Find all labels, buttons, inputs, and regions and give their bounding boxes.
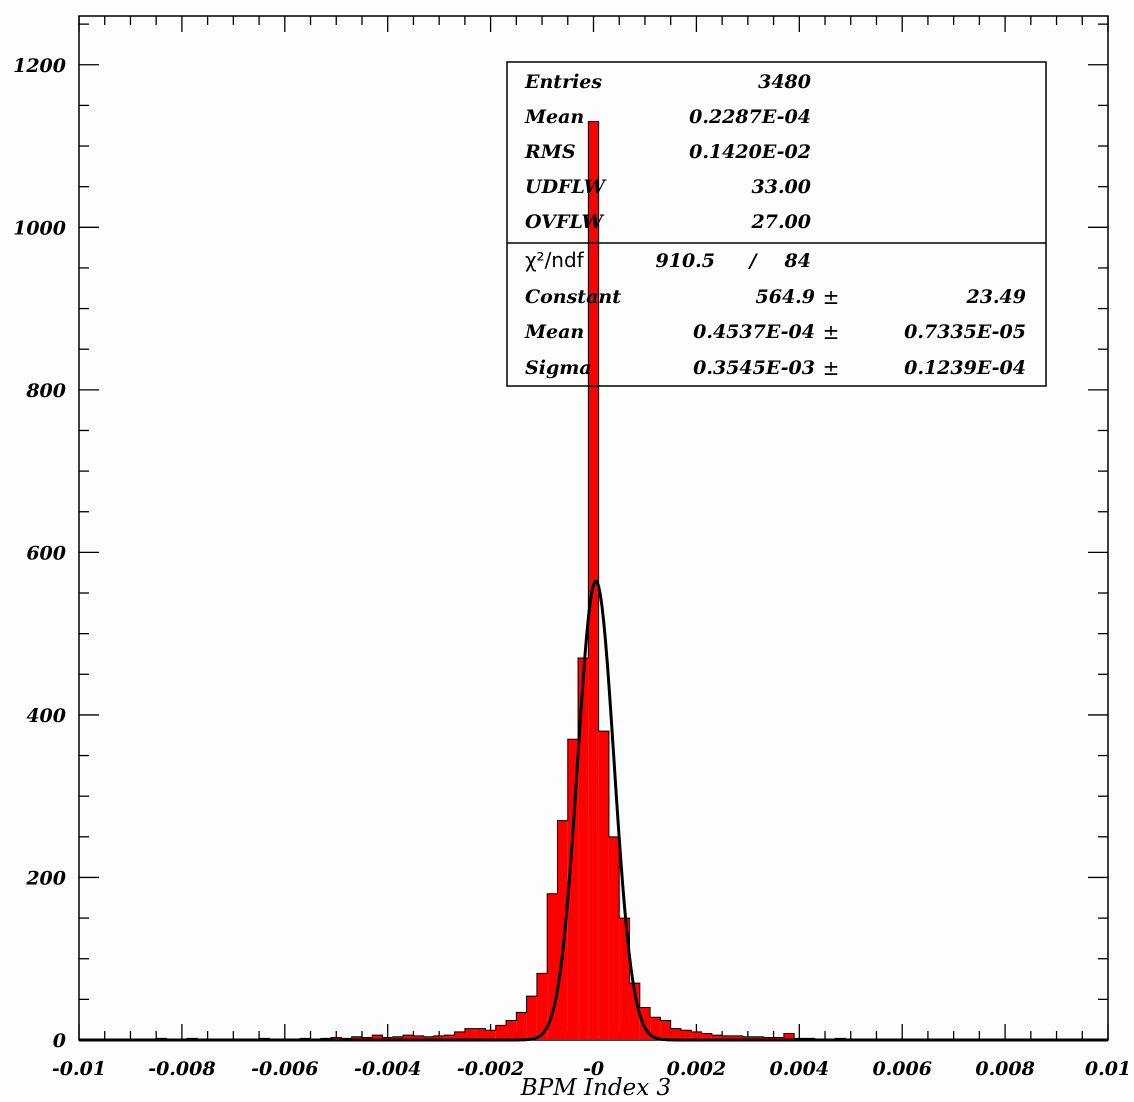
histogram-bar	[680, 1030, 692, 1040]
gaussian-fit-curve	[79, 579, 1108, 1042]
fit-value-mean: 0.4537E-04	[693, 321, 815, 343]
stat-value-udflw: 33.00	[752, 176, 812, 198]
histogram-bar	[619, 918, 630, 1040]
histogram-bar	[732, 1035, 743, 1040]
histogram-bar	[413, 1035, 424, 1040]
histogram-bar	[578, 658, 589, 1040]
fit-pm-constant: ±	[823, 285, 840, 309]
x-tick-label: -0.01	[52, 1058, 106, 1080]
y-tick-label: 1200	[13, 55, 66, 77]
x-tick-label: -0.006	[251, 1058, 318, 1080]
histogram-bar	[506, 1020, 517, 1040]
stats-box: Entries 3480 Mean 0.2287E-04 RMS 0.1420E…	[506, 61, 1047, 387]
y-tick-label: 600	[26, 542, 66, 564]
stat-value-entries: 3480	[758, 71, 811, 93]
y-tick-labels: 0 200 400 600 800 1000 1200	[13, 55, 66, 1052]
histogram-bar	[752, 1036, 764, 1040]
fit-label-constant: Constant	[525, 286, 621, 308]
histogram-bar	[639, 1007, 651, 1040]
histogram-bars	[83, 121, 1104, 1041]
histogram-bar	[536, 973, 548, 1040]
fit-error-sigma: 0.1239E-04	[904, 357, 1026, 379]
histogram-bar	[495, 1025, 507, 1040]
stat-value-chi2: 910.5	[656, 250, 716, 272]
x-tick-label: 0.008	[975, 1058, 1035, 1080]
fit-value-sigma: 0.3545E-03	[693, 357, 815, 379]
stat-label-mean: Mean	[524, 106, 584, 128]
x-axis-title: BPM Index 3	[520, 1075, 671, 1101]
stat-label-rms: RMS	[524, 141, 576, 163]
histogram-bar	[722, 1035, 733, 1040]
y-tick-label: 400	[26, 705, 66, 727]
fit-value-constant: 564.9	[756, 286, 816, 308]
y-tick-label: 200	[25, 867, 66, 889]
stats-box-frame	[506, 61, 1047, 387]
x-tick-label: -0	[583, 1058, 604, 1080]
histogram-bar	[372, 1035, 383, 1040]
histogram-bar	[650, 1017, 661, 1040]
x-tick-label: -0.008	[148, 1058, 215, 1080]
stat-label-udflw: UDFLW	[525, 176, 607, 198]
histogram-bar	[475, 1028, 486, 1040]
histogram-bar	[464, 1028, 476, 1040]
stat-value-ndf: 84	[784, 250, 811, 272]
x-tick-labels: -0.01 -0.008 -0.006 -0.004 -0.002 -0 0.002 0.00…	[52, 1058, 1131, 1080]
fit-error-mean: 0.7335E-05	[904, 321, 1026, 343]
histogram-bar	[567, 739, 579, 1040]
histogram-bar	[742, 1036, 753, 1040]
stat-label-chi2-ndf: χ²/ndf	[525, 248, 585, 272]
histogram-bar	[444, 1035, 455, 1040]
stat-chi2-separator: /	[748, 250, 759, 272]
histogram-bar	[392, 1036, 404, 1040]
histogram-bar	[351, 1036, 362, 1040]
fit-pm-mean: ±	[823, 320, 840, 344]
histogram-bar	[526, 996, 537, 1040]
stat-value-mean: 0.2287E-04	[689, 106, 811, 128]
y-tick-label: 0	[53, 1030, 66, 1052]
stat-value-rms: 0.1420E-02	[689, 141, 811, 163]
fit-error-constant: 23.49	[966, 286, 1027, 308]
histogram-bar	[670, 1028, 681, 1040]
histogram-bar	[691, 1031, 702, 1040]
x-tick-label: 0.004	[770, 1058, 830, 1080]
y-tick-label: 1000	[13, 217, 66, 239]
stat-label-ovflw: OVFLW	[525, 211, 605, 233]
histogram-bar	[701, 1033, 712, 1040]
x-tick-label: 0.002	[667, 1058, 727, 1080]
histogram-bar	[711, 1035, 723, 1040]
histogram-bar	[547, 893, 558, 1040]
histogram-bar	[629, 983, 640, 1040]
x-tick-label: -0.004	[354, 1058, 421, 1080]
histogram-bar	[598, 731, 609, 1040]
histogram-bar	[403, 1035, 414, 1040]
histogram-bar	[588, 121, 599, 1040]
stat-value-ovflw: 27.00	[751, 211, 812, 233]
histogram-bar	[783, 1033, 795, 1040]
histogram-bar	[608, 836, 620, 1040]
fit-pm-sigma: ±	[823, 356, 840, 380]
x-tick-label: -0.002	[457, 1058, 524, 1080]
x-tick-label: 0.006	[872, 1058, 932, 1080]
histogram-bar	[423, 1036, 435, 1040]
histogram-bar	[660, 1020, 671, 1040]
histogram-bar	[557, 820, 568, 1040]
histogram-bar	[454, 1031, 465, 1040]
x-tick-label: 0.01	[1085, 1058, 1131, 1080]
y-tick-label: 800	[25, 380, 66, 402]
fit-label-sigma: Sigma	[525, 357, 592, 379]
stat-label-entries: Entries	[524, 71, 602, 93]
histogram-bar	[434, 1035, 445, 1040]
fit-label-mean: Mean	[524, 321, 584, 343]
histogram-bar	[516, 1012, 527, 1040]
histogram-bar	[485, 1030, 496, 1040]
